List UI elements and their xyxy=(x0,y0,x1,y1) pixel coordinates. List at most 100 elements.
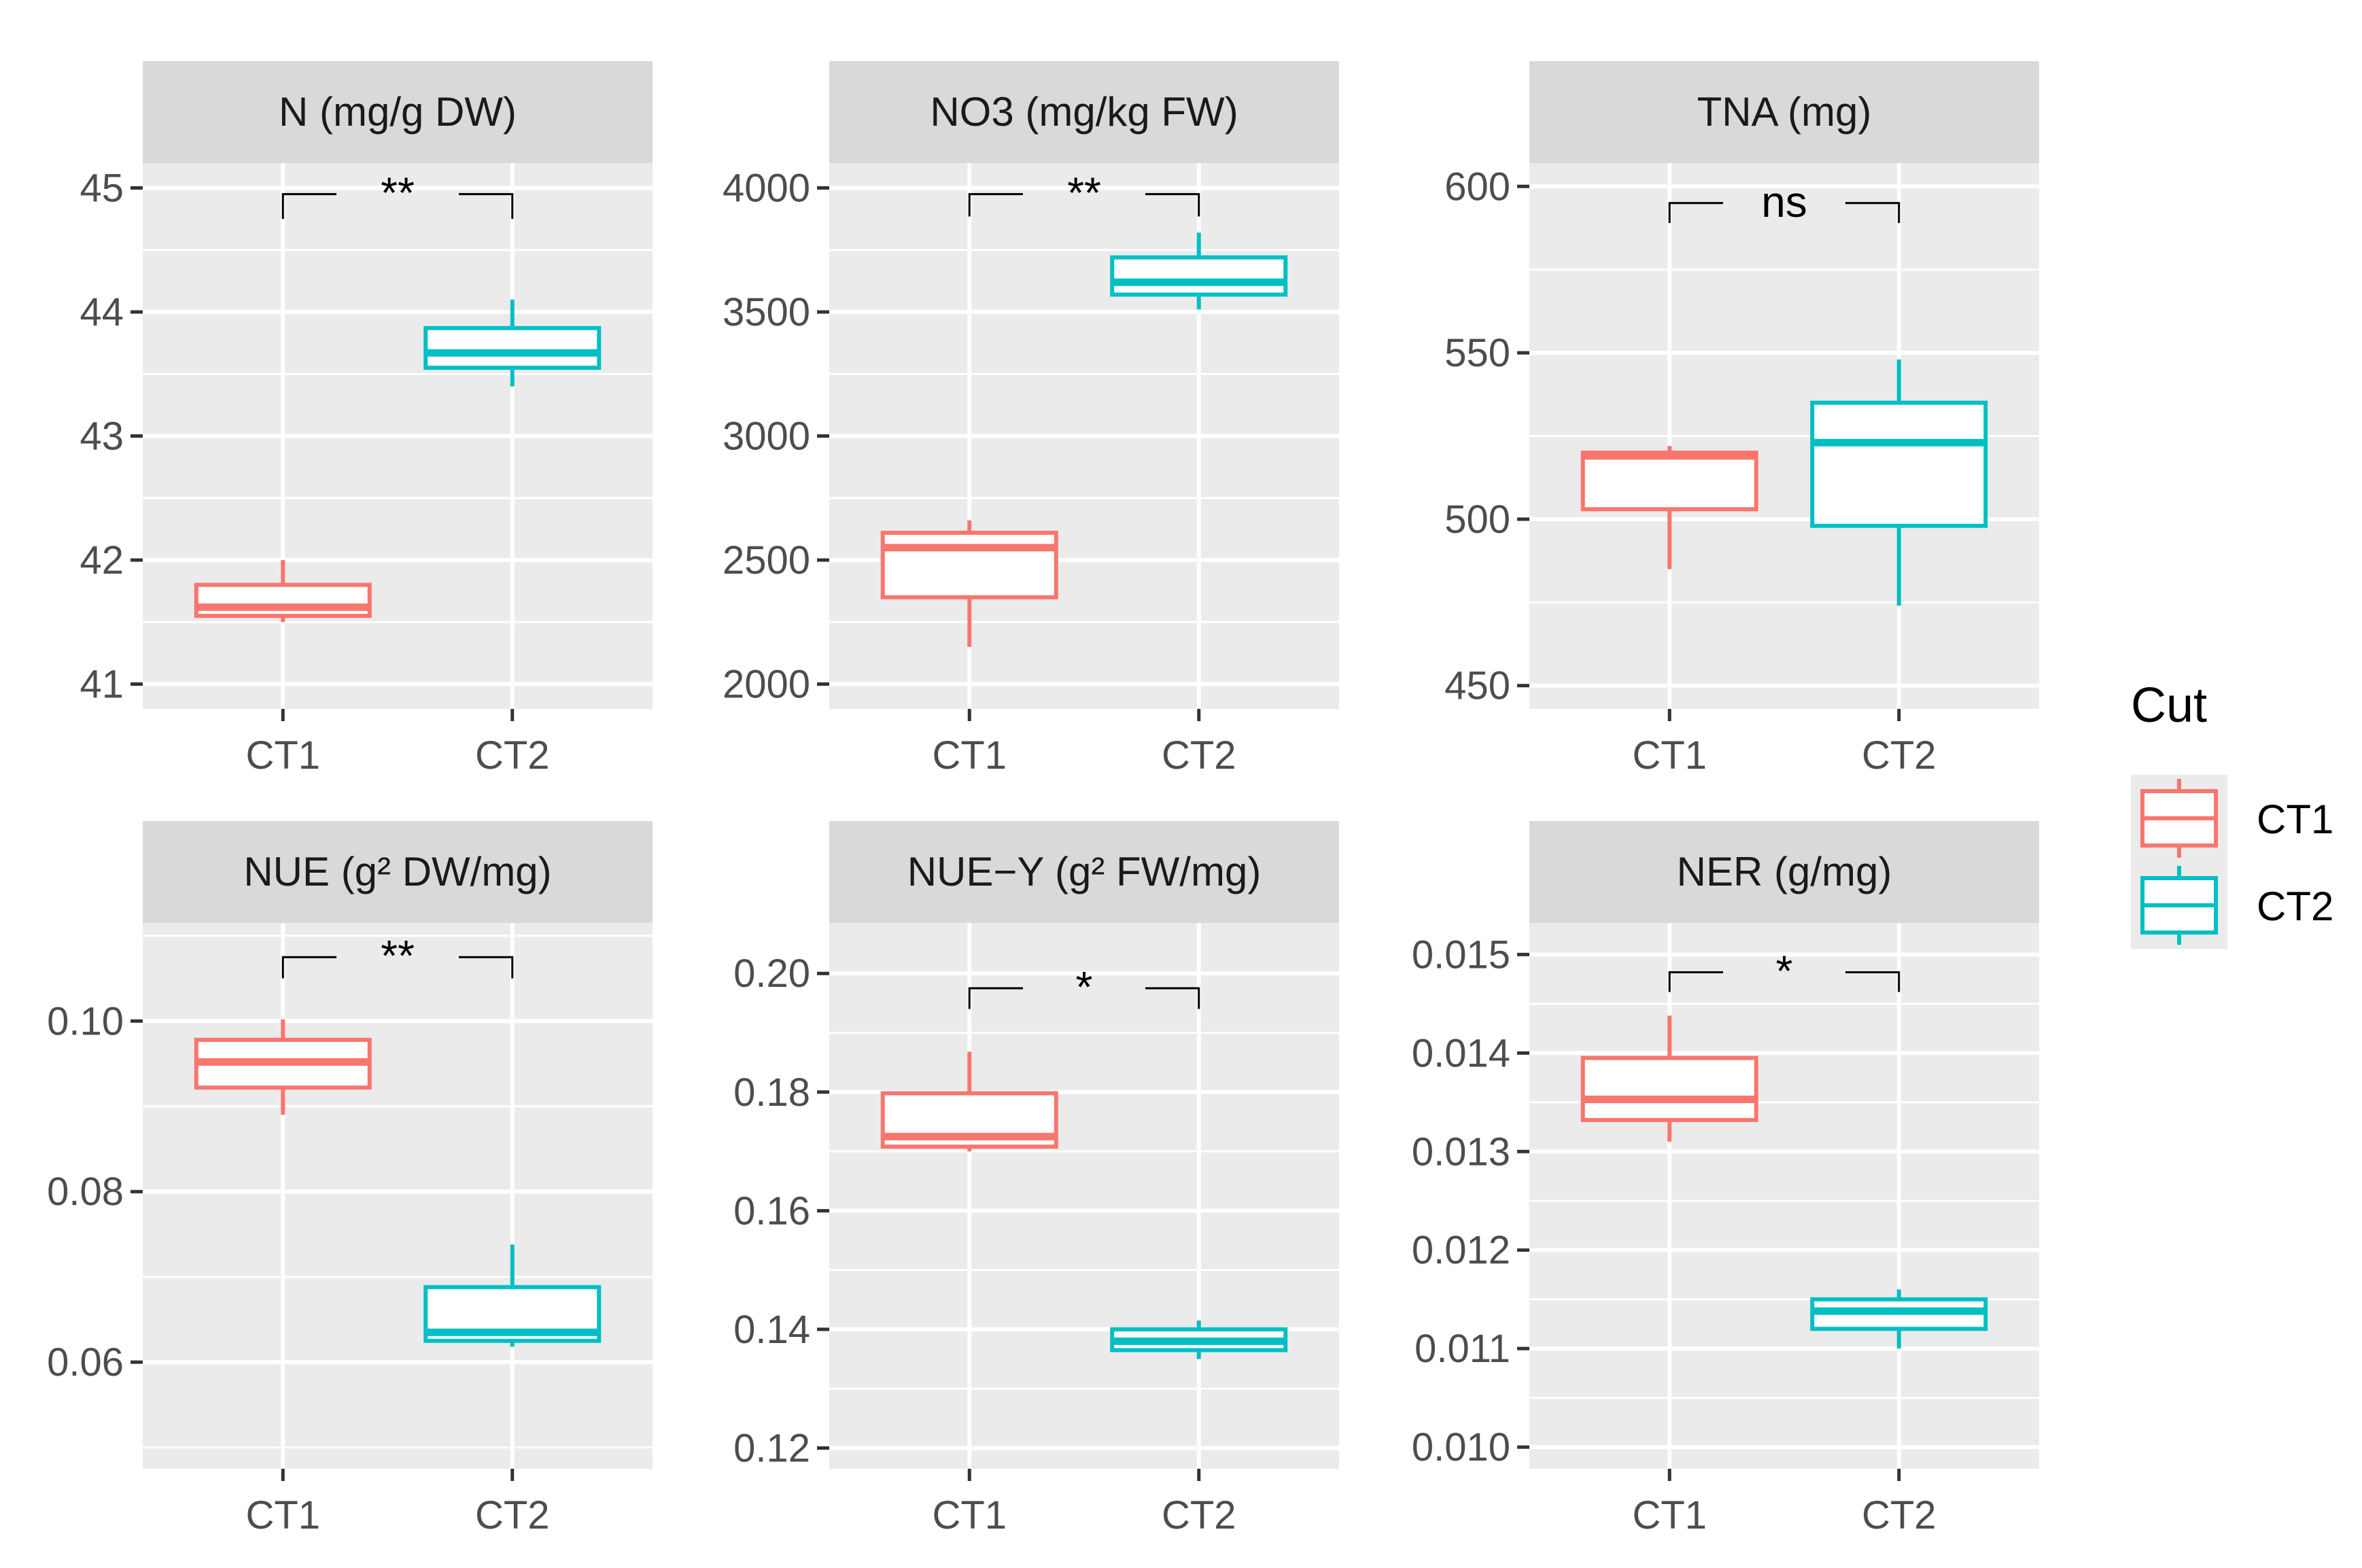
facet-panel-1: N (mg/g DW) 41 42 43 44 45 CT1 CT2 ** xyxy=(80,61,653,778)
box-ct2 xyxy=(1110,232,1288,310)
significance-label: ** xyxy=(1067,169,1101,217)
facet-panel-6: NER (g/mg) 0.010 0.011 0.012 0.013 0.014 0.015… xyxy=(1412,821,2039,1537)
significance-bracket-left xyxy=(1668,202,1723,224)
y-tick-label: 3000 xyxy=(723,415,810,459)
significance-bracket-left xyxy=(281,193,336,220)
box-ct1 xyxy=(194,1019,372,1115)
iqr-box xyxy=(1580,1056,1758,1122)
y-tick-label: 0.14 xyxy=(733,1308,810,1352)
y-tick-label: 2000 xyxy=(723,663,810,707)
iqr-box xyxy=(194,582,372,619)
x-tick-label: CT1 xyxy=(1632,733,1707,778)
y-tick-label: 0.10 xyxy=(47,999,124,1043)
strip-background xyxy=(829,61,1339,163)
box-ct2 xyxy=(1810,359,1988,606)
panel-title: NUE (g² DW/mg) xyxy=(243,849,551,894)
legend-label: CT2 xyxy=(2257,884,2333,929)
facet-panel-4: NUE (g² DW/mg) 0.06 0.08 0.10 CT1 CT2 ** xyxy=(47,821,653,1537)
significance-bracket-right xyxy=(459,956,514,979)
significance-bracket-left xyxy=(281,956,336,979)
y-tick-label: 2500 xyxy=(723,538,810,582)
strip-background xyxy=(143,821,653,923)
significance-bracket-right xyxy=(1145,193,1200,217)
x-tick-label: CT2 xyxy=(1162,1493,1236,1537)
iqr-box xyxy=(423,326,602,370)
iqr-box xyxy=(1580,450,1758,512)
significance-bracket-right xyxy=(1845,202,1900,224)
x-tick-label: CT1 xyxy=(1632,1493,1707,1537)
box-ct2 xyxy=(1810,1289,1988,1349)
strip-background xyxy=(1529,61,2039,163)
strip-background xyxy=(829,821,1339,923)
strip-background xyxy=(143,61,653,163)
y-tick-label: 44 xyxy=(80,290,124,334)
legend-title: Cut xyxy=(2131,678,2207,733)
significance-bracket-left xyxy=(968,193,1023,217)
significance-label: ** xyxy=(381,931,415,980)
panel-background xyxy=(1529,923,2039,1469)
iqr-box xyxy=(1810,400,1988,528)
panel-title: NUE−Y (g² FW/mg) xyxy=(907,849,1262,894)
x-tick-label: CT1 xyxy=(245,733,320,778)
box-ct1 xyxy=(880,520,1058,647)
facet-panel-5: NUE−Y (g² FW/mg) 0.12 0.14 0.16 0.18 0.20 CT1 C… xyxy=(733,821,1339,1537)
box-ct1 xyxy=(1580,446,1758,570)
y-tick-label: 45 xyxy=(80,167,124,211)
x-tick-label: CT2 xyxy=(475,1493,550,1537)
box-ct1 xyxy=(880,1051,1058,1152)
box-ct1 xyxy=(194,560,372,623)
y-tick-label: 0.16 xyxy=(733,1189,810,1233)
legend-label: CT1 xyxy=(2257,797,2333,842)
facet-panel-3: TNA (mg) 450 500 550 600 CT1 CT2 ns xyxy=(1444,61,2039,778)
y-tick-label: 0.010 xyxy=(1412,1425,1510,1469)
x-tick-label: CT2 xyxy=(475,733,550,778)
y-tick-label: 0.18 xyxy=(733,1070,810,1115)
box-ct2 xyxy=(1110,1320,1288,1359)
panel-title: NO3 (mg/kg FW) xyxy=(930,89,1238,135)
panel-title: TNA (mg) xyxy=(1697,89,1872,135)
panel-background xyxy=(829,923,1339,1469)
panel-title: N (mg/g DW) xyxy=(279,89,517,135)
box-ct2 xyxy=(423,299,602,387)
significance-bracket-right xyxy=(1845,971,1900,992)
panel-title: NER (g/mg) xyxy=(1677,849,1892,894)
y-tick-label: 4000 xyxy=(723,167,810,211)
y-tick-label: 0.014 xyxy=(1412,1031,1510,1075)
legend: Cut CT1 CT2 xyxy=(2131,678,2333,949)
significance-label: ns xyxy=(1761,177,1807,226)
x-tick-label: CT2 xyxy=(1862,733,1937,778)
box-ct2 xyxy=(423,1244,602,1347)
x-tick-label: CT1 xyxy=(932,733,1007,778)
y-tick-label: 600 xyxy=(1444,164,1510,209)
y-tick-label: 0.012 xyxy=(1412,1228,1510,1272)
significance-bracket-right xyxy=(1145,987,1200,1009)
y-tick-label: 0.011 xyxy=(1414,1327,1510,1371)
y-tick-label: 0.08 xyxy=(47,1170,124,1214)
significance-bracket-left xyxy=(968,987,1023,1009)
y-tick-label: 41 xyxy=(80,663,124,707)
y-tick-label: 0.12 xyxy=(733,1426,810,1470)
significance-bracket-left xyxy=(1668,971,1723,992)
y-tick-label: 500 xyxy=(1444,498,1510,542)
y-tick-label: 0.06 xyxy=(47,1340,124,1384)
iqr-box xyxy=(1110,255,1288,297)
significance-label: * xyxy=(1076,962,1093,1011)
panel-background xyxy=(143,923,653,1469)
significance-bracket-right xyxy=(459,193,514,220)
y-tick-label: 0.20 xyxy=(733,952,810,996)
significance-label: ** xyxy=(381,169,415,217)
y-tick-label: 450 xyxy=(1444,664,1510,708)
y-tick-label: 43 xyxy=(80,415,124,459)
y-tick-label: 0.015 xyxy=(1412,933,1510,977)
facet-panel-2: NO3 (mg/kg FW) 2000 2500 3000 3500 4000 CT1 CT2… xyxy=(723,61,1339,778)
legend-key-ct2 xyxy=(2131,862,2227,949)
strip-background xyxy=(1529,821,2039,923)
x-tick-label: CT1 xyxy=(245,1493,320,1537)
y-tick-label: 3500 xyxy=(723,290,810,334)
significance-label: * xyxy=(1776,946,1793,995)
x-tick-label: CT1 xyxy=(932,1493,1007,1537)
y-tick-label: 42 xyxy=(80,538,124,582)
x-tick-label: CT2 xyxy=(1162,733,1236,778)
